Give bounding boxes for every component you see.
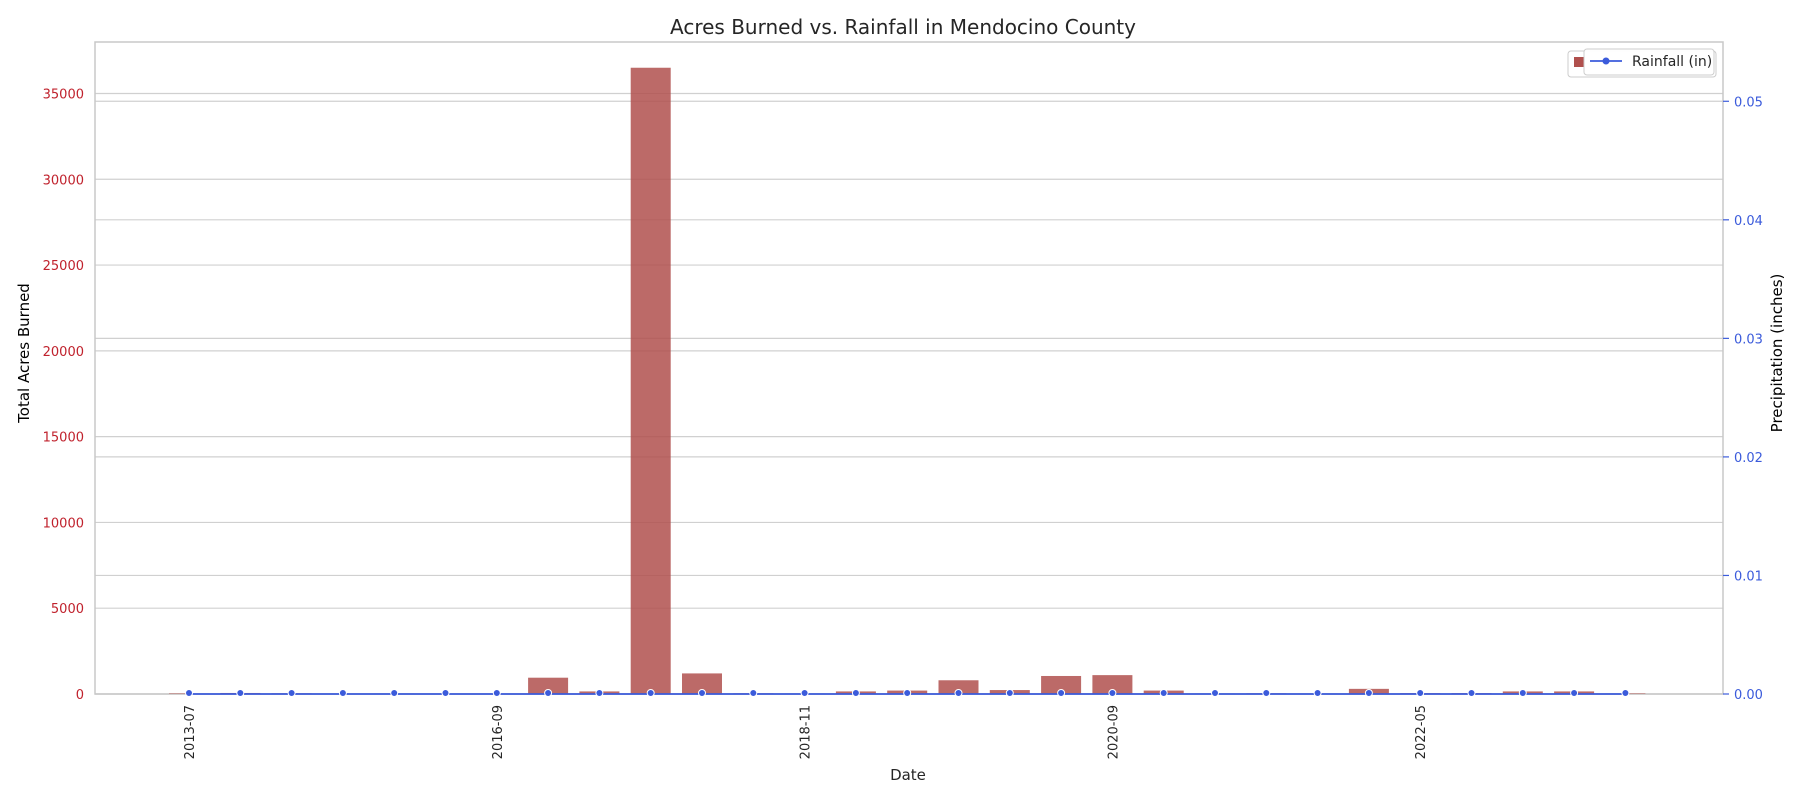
rainfall-point: [1467, 689, 1476, 697]
rainfall-point: [492, 689, 501, 697]
left-tick-label: 10000: [43, 516, 84, 531]
rainfall-point: [390, 689, 399, 697]
rainfall-point: [1211, 689, 1219, 697]
legend-bar-swatch: [1574, 57, 1584, 67]
acres-bar: [630, 67, 671, 695]
right-tick-label: 0.05: [1734, 95, 1763, 110]
left-axis-ticks: 0 5000 10000 15000 20000 25000 30000 35000: [43, 87, 84, 703]
acres-bar: [938, 680, 979, 694]
rainfall-point: [1005, 689, 1014, 697]
rainfall-point: [441, 689, 450, 697]
right-tick-label: 0.04: [1734, 214, 1763, 229]
rainfall-point: [1416, 689, 1425, 697]
left-tick-label: 5000: [51, 602, 84, 617]
rainfall-point: [1518, 689, 1527, 697]
chart-title: Acres Burned vs. Rainfall in Mendocino C…: [670, 15, 1136, 39]
rainfall-line: [185, 689, 1630, 697]
right-tick-label: 0.02: [1734, 451, 1763, 466]
rainfall-point: [903, 689, 912, 697]
rainfall-point: [851, 689, 860, 697]
rainfall-point: [646, 689, 655, 697]
acres-bars: [169, 67, 1646, 695]
rainfall-point: [1057, 689, 1066, 697]
x-tick-label: 2022-05: [1414, 705, 1429, 759]
rainfall-point: [287, 689, 296, 697]
rainfall-point: [1262, 689, 1271, 697]
rainfall-point: [1621, 689, 1630, 697]
legend: Rainfall (in): [1567, 48, 1717, 78]
right-axis-ticks: 0.00 0.01 0.02 0.03 0.04 0.05: [1723, 95, 1763, 703]
x-tick-label: 2018-11: [799, 705, 814, 759]
rainfall-point: [544, 689, 553, 697]
left-axis-label: Total Acres Burned: [15, 283, 33, 424]
left-tick-label: 30000: [43, 173, 84, 188]
rainfall-point: [800, 689, 809, 697]
acres-bar: [528, 677, 569, 694]
right-axis-label: Precipitation (inches): [1768, 274, 1786, 433]
legend-box: [1583, 48, 1715, 76]
acres-bar: [682, 673, 722, 694]
x-axis-label: Date: [890, 766, 926, 784]
rainfall-point: [954, 689, 963, 697]
left-tick-label: 15000: [43, 431, 84, 446]
left-tick-label: 25000: [43, 259, 84, 274]
left-tick-label: 0: [76, 688, 84, 703]
rainfall-point: [338, 689, 347, 697]
legend-label-rainfall: Rainfall (in): [1632, 54, 1712, 70]
right-gridlines: [95, 100, 1723, 695]
acres-bar: [1092, 675, 1133, 694]
rainfall-point: [1159, 689, 1168, 697]
x-tick-label: 2020-09: [1106, 705, 1121, 759]
rainfall-point: [1313, 689, 1322, 697]
right-tick-label: 0.03: [1734, 332, 1763, 347]
left-tick-label: 35000: [43, 87, 84, 102]
plot-frame: [94, 41, 1724, 695]
right-tick-label: 0.01: [1734, 569, 1763, 584]
rainfall-point: [749, 689, 758, 697]
rainfall-point: [236, 689, 245, 697]
rainfall-point: [185, 689, 193, 697]
x-tick-label: 2013-07: [183, 705, 198, 759]
rainfall-point: [1364, 689, 1373, 697]
x-tick-label: 2016-09: [491, 705, 506, 759]
acres-bar: [1041, 675, 1082, 694]
x-axis-ticks: 2013-07 2016-09 2018-11 2020-09 2022-05: [183, 705, 1429, 759]
legend-marker-swatch: [1602, 57, 1610, 65]
right-tick-label: 0.00: [1734, 688, 1763, 703]
rainfall-point: [595, 689, 604, 697]
rainfall-point: [698, 689, 706, 697]
rainfall-point: [1570, 689, 1579, 697]
rainfall-point: [1108, 689, 1117, 697]
left-gridlines: [95, 92, 1723, 695]
left-tick-label: 20000: [43, 345, 84, 360]
